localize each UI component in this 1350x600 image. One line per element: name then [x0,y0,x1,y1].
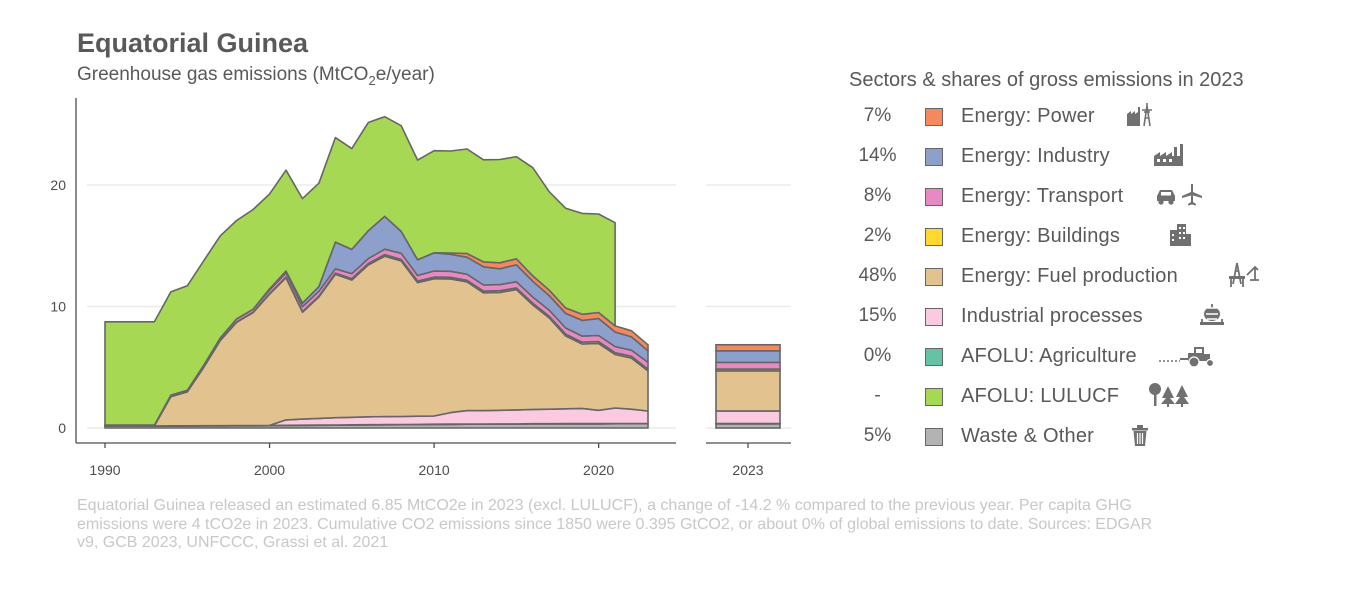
area-afolu-lulucf [104,115,616,426]
legend-share: 48% [858,265,897,286]
area-layer [104,115,649,429]
legend-label: Energy: Fuel production [961,265,1178,287]
bar-segment-energy-transport [715,361,781,370]
x-tick-label: 2000 [254,462,285,478]
legend-item: 7% Energy: Power [840,100,1310,130]
legend-share: 15% [858,305,897,326]
y-tick-label: 0 [58,420,66,436]
legend-swatch [925,228,943,246]
legend-swatch [925,188,943,206]
trees-icon [1146,382,1192,413]
bar-2023-layer [715,343,781,429]
cement-mixer-icon [1197,302,1227,333]
legend-item: 14% Energy: Industry [840,140,1310,170]
legend-item: 2% Energy: Buildings [840,220,1310,250]
building-icon [1167,222,1193,253]
legend-swatch [925,388,943,406]
legend-label: Energy: Transport [961,185,1124,207]
axis-layer: 0 10 20 1990 2000 2010 2020 2023 [50,98,791,478]
legend-swatch [925,108,943,126]
car-plane-icon [1155,182,1205,213]
legend-item: 0% AFOLU: Agriculture [840,340,1310,370]
legend-share: 8% [863,185,892,206]
legend-label: Energy: Industry [961,145,1110,167]
legend-swatch [925,348,943,366]
legend-item: 5% Waste & Other [840,420,1310,450]
y-tick-label: 10 [50,299,66,315]
legend-swatch [925,268,943,286]
legend-item: 48% Energy: Fuel production [840,260,1310,290]
legend-share: 2% [863,225,892,246]
legend-label: Energy: Buildings [961,225,1121,247]
legend-label: Energy: Power [961,105,1095,127]
y-tick-label: 20 [50,177,66,193]
legend-label: Waste & Other [961,425,1095,447]
legend-share: - [874,385,881,406]
legend-label: AFOLU: LULUCF [961,385,1120,407]
bar-segment-energy-fuel-production [715,370,781,412]
tractor-icon [1158,342,1218,373]
x-tick-label: 2010 [419,462,450,478]
trash-icon [1128,422,1152,453]
bar-segment-industrial-processes [715,410,781,425]
legend-item: 15% Industrial processes [840,300,1310,330]
x-tick-label: 2020 [583,462,614,478]
bar-segment-energy-power [715,343,781,352]
legend-share: 0% [863,345,892,366]
legend-item: 8% Energy: Transport [840,180,1310,210]
legend-label: Industrial processes [961,305,1143,327]
subtitle-text-end: e/year) [375,64,435,85]
chart-subtitle: Greenhouse gas emissions (MtCO2e/year) [77,64,435,88]
legend-share: 5% [863,425,892,446]
subtitle-text: Greenhouse gas emissions (MtCO [77,64,369,85]
legend-swatch [925,308,943,326]
chart-title: Equatorial Guinea [77,28,309,58]
legend-share: 7% [863,105,892,126]
footnote: Equatorial Guinea released an estimated … [77,497,1153,551]
legend-share: 14% [858,145,897,166]
power-plant-icon [1125,102,1159,133]
legend-title: Sectors & shares of gross emissions in 2… [849,69,1244,91]
legend-swatch [925,148,943,166]
factory-icon [1153,142,1189,173]
legend-item: - AFOLU: LULUCF [840,380,1310,410]
legend-swatch [925,428,943,446]
subtitle-subscript: 2 [368,72,376,88]
legend-label: AFOLU: Agriculture [961,345,1137,367]
bar-segment-energy-industry [715,350,781,364]
oil-rig-icon [1228,262,1260,293]
x-tick-label: 1990 [89,462,120,478]
x-tick-label-2023: 2023 [732,462,763,478]
